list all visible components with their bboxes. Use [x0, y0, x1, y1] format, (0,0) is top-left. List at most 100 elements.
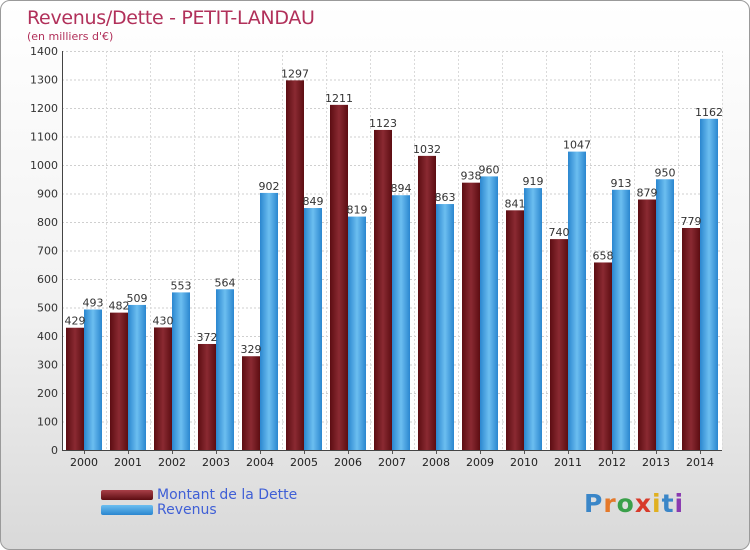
- bar-revenue: [568, 151, 586, 451]
- bar-revenue: [436, 204, 454, 450]
- bar-debt: [330, 104, 348, 451]
- y-tick-label: 100: [37, 416, 58, 429]
- y-tick-label: 600: [37, 273, 58, 286]
- x-tick-label: 2013: [642, 456, 670, 469]
- bar-debt: [594, 262, 612, 450]
- bar-debt: [66, 327, 84, 450]
- x-tick-label: 2003: [202, 456, 230, 469]
- y-tick-label: 1100: [30, 131, 58, 144]
- data-label-revenue: 564: [215, 276, 236, 289]
- bar-revenue: [172, 292, 190, 450]
- logo-letter: o: [616, 489, 635, 518]
- bar-revenue: [480, 176, 498, 450]
- bar-revenue: [304, 208, 322, 450]
- bar-debt: [506, 210, 524, 450]
- x-tick-label: 2010: [510, 456, 538, 469]
- bar-revenue: [392, 195, 410, 450]
- data-label-revenue: 950: [655, 166, 676, 179]
- data-label-revenue: 509: [127, 292, 148, 305]
- x-tick-label: 2005: [290, 456, 318, 469]
- logo-letter: x: [634, 489, 652, 518]
- data-label-debt: 740: [549, 226, 570, 239]
- y-tick-label: 1300: [30, 74, 58, 87]
- data-label-debt: 1123: [369, 117, 397, 130]
- bar-debt: [550, 239, 568, 450]
- y-tick-label: 0: [51, 444, 58, 457]
- logo-letter: P: [584, 489, 604, 518]
- data-label-debt: 482: [109, 300, 130, 313]
- data-label-debt: 779: [681, 215, 702, 228]
- bar-revenue: [524, 188, 542, 450]
- bar-debt: [198, 343, 216, 450]
- legend-swatch-debt: [101, 490, 153, 500]
- chart-subtitle: (en milliers d'€): [27, 30, 114, 43]
- y-tick-label: 1000: [30, 159, 58, 172]
- y-tick-label: 800: [37, 216, 58, 229]
- x-tick-label: 2004: [246, 456, 274, 469]
- data-label-revenue: 919: [523, 175, 544, 188]
- data-label-debt: 938: [461, 170, 482, 183]
- data-label-debt: 429: [65, 315, 86, 328]
- bar-revenue: [656, 179, 674, 450]
- bar-revenue: [216, 289, 234, 450]
- bar-debt: [242, 356, 260, 450]
- y-tick-label: 400: [37, 330, 58, 343]
- bar-debt: [462, 182, 480, 451]
- bar-debt: [374, 129, 392, 450]
- logo-letter: r: [603, 489, 617, 518]
- data-label-revenue: 913: [611, 177, 632, 190]
- data-label-debt: 329: [241, 343, 262, 356]
- y-tick-label: 700: [37, 245, 58, 258]
- x-tick-label: 2002: [158, 456, 186, 469]
- bar-revenue: [348, 216, 366, 450]
- x-tick-label: 2001: [114, 456, 142, 469]
- data-label-debt: 658: [593, 249, 614, 262]
- data-label-debt: 372: [197, 331, 218, 344]
- legend-label-debt: Montant de la Dette: [157, 487, 298, 503]
- y-tick-label: 1400: [30, 45, 58, 58]
- bar-revenue: [128, 304, 146, 450]
- bar-debt: [682, 227, 700, 450]
- bar-debt: [638, 199, 656, 450]
- bar-revenue: [84, 309, 102, 450]
- logo-letter: i: [652, 489, 662, 518]
- data-label-debt: 1297: [281, 67, 309, 80]
- x-tick-label: 2007: [378, 456, 406, 469]
- data-label-debt: 1032: [413, 143, 441, 156]
- bar-debt: [418, 155, 436, 450]
- bar-debt: [110, 312, 128, 450]
- legend-label-revenue: Revenus: [157, 502, 217, 518]
- x-tick-label: 2014: [686, 456, 714, 469]
- data-label-revenue: 1162: [695, 106, 723, 119]
- data-label-revenue: 902: [259, 180, 280, 193]
- legend-swatch-revenue: [101, 505, 153, 515]
- logo-letter: i: [674, 489, 685, 518]
- data-label-revenue: 553: [171, 279, 192, 292]
- data-label-revenue: 849: [303, 195, 324, 208]
- bar-revenue: [612, 189, 630, 451]
- data-label-debt: 879: [637, 186, 658, 199]
- bar-debt: [154, 327, 172, 450]
- data-label-debt: 841: [505, 197, 526, 210]
- logo-letter: t: [661, 489, 675, 518]
- data-label-debt: 430: [153, 314, 174, 327]
- proxiti-logo: Proxiti: [584, 489, 684, 518]
- data-label-revenue: 960: [479, 163, 500, 176]
- chart-title: Revenus/Dette - PETIT-LANDAU: [27, 7, 315, 29]
- x-tick-label: 2012: [598, 456, 626, 469]
- data-label-revenue: 863: [435, 191, 456, 204]
- x-tick-label: 2009: [466, 456, 494, 469]
- x-tick-label: 2008: [422, 456, 450, 469]
- data-label-revenue: 819: [347, 204, 368, 217]
- bar-revenue: [700, 118, 718, 450]
- x-tick-label: 2006: [334, 456, 362, 469]
- bar-debt: [286, 80, 304, 450]
- data-label-revenue: 493: [83, 296, 104, 309]
- data-label-revenue: 894: [391, 182, 412, 195]
- y-tick-label: 900: [37, 188, 58, 201]
- bar-revenue: [260, 192, 278, 450]
- y-tick-label: 300: [37, 359, 58, 372]
- y-tick-label: 200: [37, 387, 58, 400]
